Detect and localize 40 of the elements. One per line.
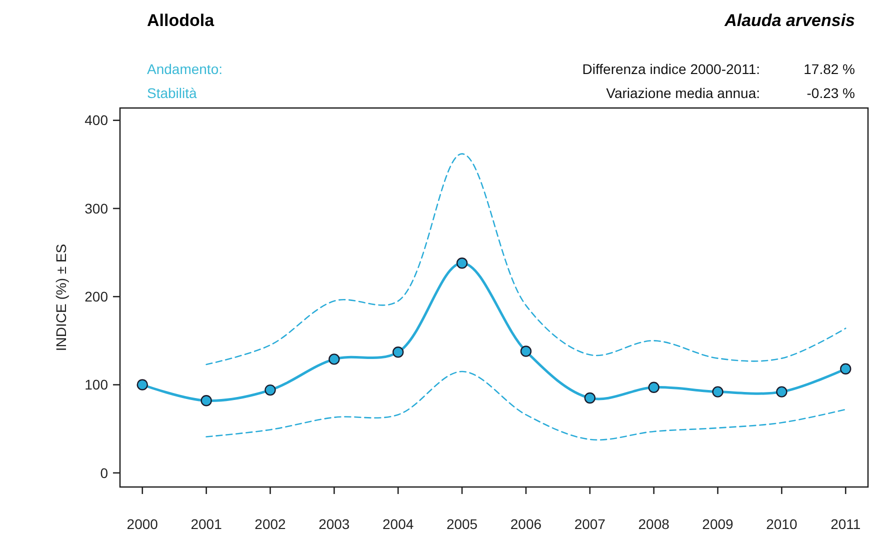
point: [264, 384, 276, 396]
text: 17.82 %: [804, 61, 855, 77]
point: [136, 379, 148, 390]
point: [840, 363, 852, 374]
y-tick-label: 100: [84, 376, 108, 393]
x-tick-label: 2004: [382, 516, 414, 532]
x-tick-label: 2001: [190, 516, 222, 532]
x-tick-label: 2002: [254, 516, 286, 532]
point: [456, 258, 468, 269]
x-tick-label: 2000: [126, 516, 158, 532]
point: [712, 386, 724, 398]
point: [648, 382, 660, 393]
x-tick-label: 2008: [638, 516, 670, 532]
text: Andamento:: [147, 61, 222, 77]
text: Differenza indice 2000-2011:: [582, 61, 760, 77]
x-tick-label: 2009: [702, 516, 734, 532]
x-tick-label: 2006: [510, 516, 542, 532]
x-tick-label: 2003: [318, 516, 350, 532]
x-tick-label: 2011: [830, 516, 861, 532]
line-series: [206, 153, 846, 366]
point: [520, 346, 532, 357]
point: [328, 354, 340, 365]
y-tick-label: 300: [84, 200, 108, 216]
chart-subtitle: Alauda arvensis: [724, 11, 855, 30]
text: -0.23 %: [806, 85, 855, 101]
y-tick-label: 0: [100, 464, 108, 481]
text: Stabilità: [147, 85, 198, 101]
y-tick-label: 200: [84, 288, 108, 305]
chart-title: Allodola: [147, 11, 215, 30]
point: [392, 346, 404, 358]
x-tick-label: 2010: [766, 516, 798, 532]
x-tick-label: 2005: [446, 516, 478, 532]
x-tick-label: 2007: [574, 516, 606, 532]
line-series: [206, 370, 846, 440]
text: Variazione media annua:: [606, 85, 760, 101]
point: [776, 386, 788, 398]
y-tick-label: 400: [84, 112, 108, 128]
point: [200, 395, 212, 406]
y-axis-title: INDICE (%) ± ES: [53, 244, 69, 352]
point: [584, 392, 596, 404]
